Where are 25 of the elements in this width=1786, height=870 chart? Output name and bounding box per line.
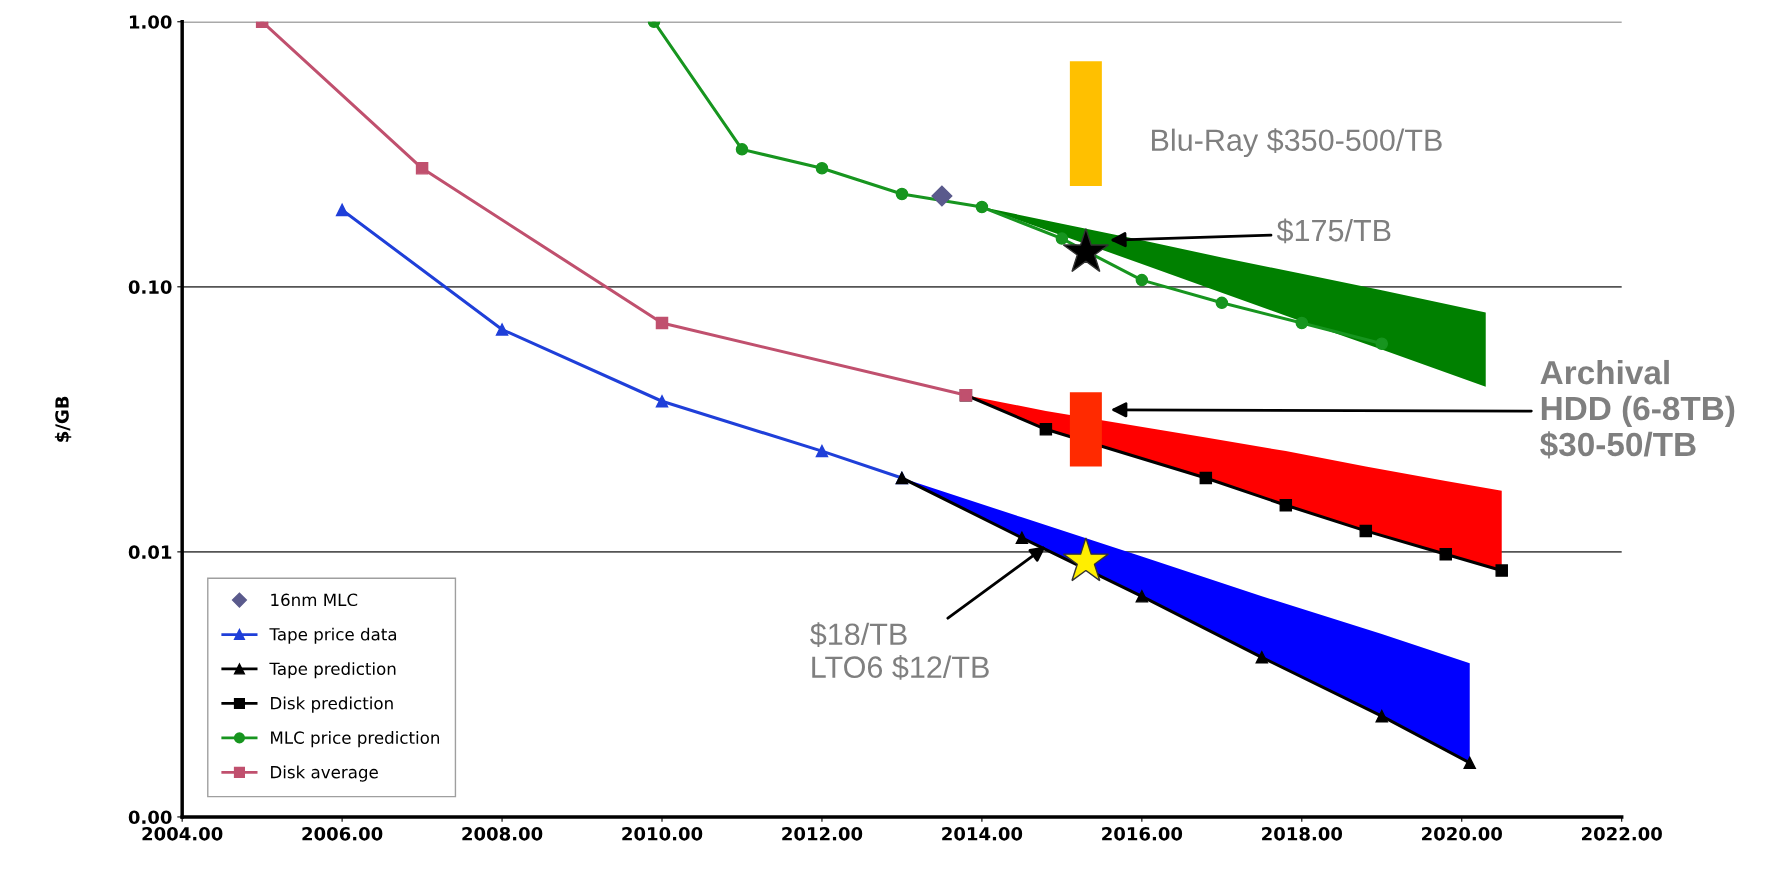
legend-label: MLC price prediction (271, 731, 440, 748)
legend-label: Disk prediction (271, 696, 393, 713)
annotation: Blu-Ray $350-500/TB (1152, 128, 1442, 158)
x-tick-label: 2018.00 (1262, 826, 1343, 841)
annotation: $175/TB (1276, 218, 1391, 244)
x-tick-label: 2010.00 (622, 826, 703, 841)
legend-label: 16nm MLC (271, 593, 358, 607)
x-tick-label: 2008.00 (462, 826, 543, 841)
x-tick-label: 2014.00 (942, 826, 1023, 841)
y-tick-label: 0.10 (128, 280, 172, 294)
legend-label: Tape prediction (269, 662, 396, 679)
x-tick-label: 2006.00 (302, 826, 383, 841)
legend-label: Tape price data (269, 627, 397, 644)
x-tick-label: 2016.00 (1102, 826, 1183, 841)
annotation: Archival HDD (6-8TB) $30-50/TB (1540, 359, 1735, 459)
x-tick-label: 2012.00 (782, 826, 863, 841)
x-tick-label: 2020.00 (1422, 826, 1502, 841)
x-tick-label: 2022.00 (1582, 826, 1662, 841)
y-tick-label: 0.01 (128, 545, 172, 559)
x-tick-label: 2004.00 (142, 826, 223, 841)
legend-label: Disk average (271, 765, 378, 782)
y-axis-title: $/GB (54, 396, 72, 442)
annotation: $18/TB LTO6 $12/TB (810, 622, 989, 680)
y-tick-label: 1.00 (129, 15, 172, 29)
y-tick-label: 0.00 (128, 810, 172, 825)
